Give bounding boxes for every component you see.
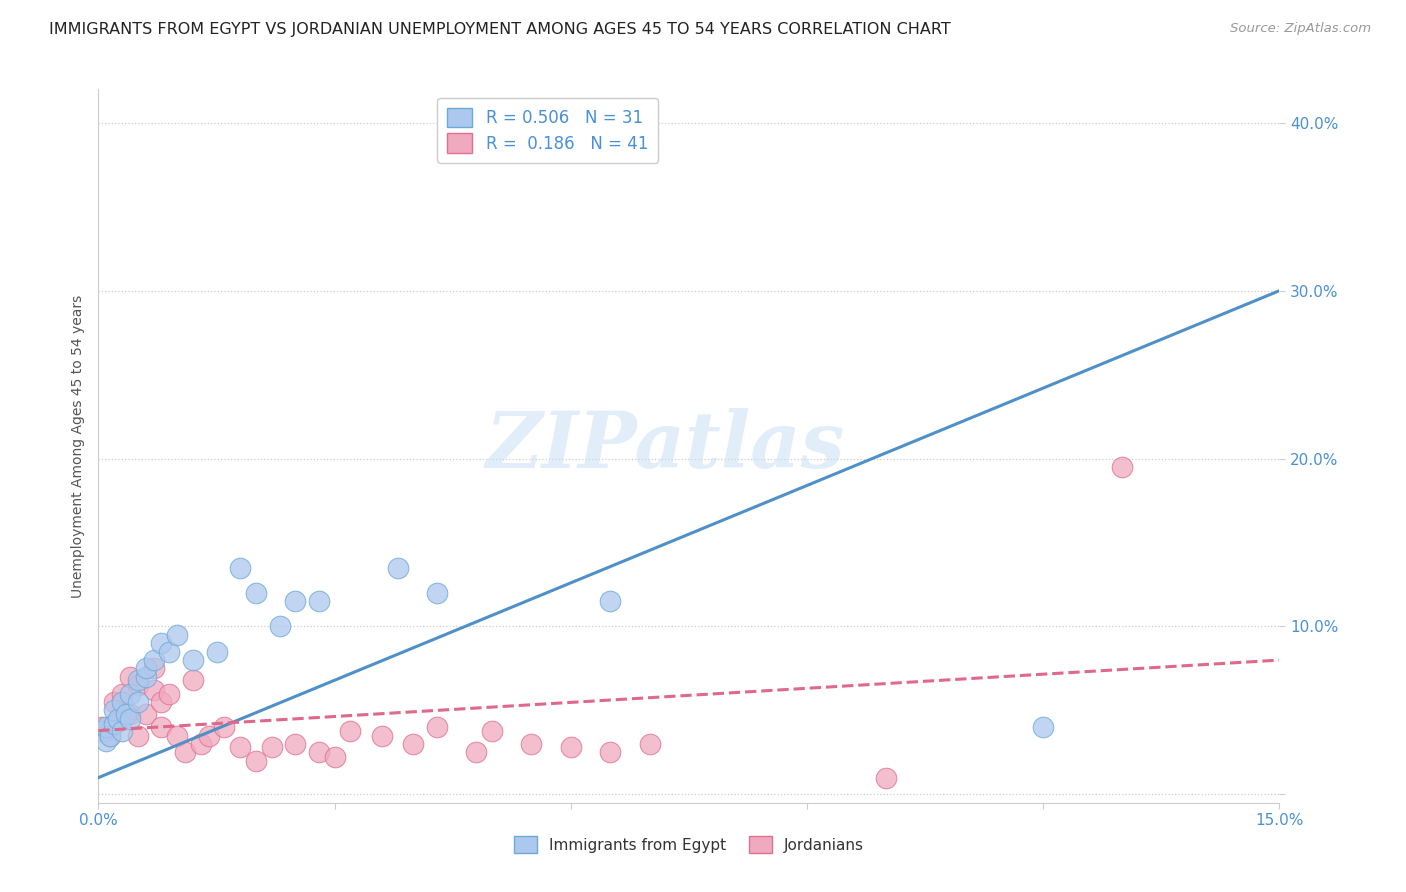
Point [599, 746, 621, 760]
Point [229, 740, 252, 755]
Point [111, 687, 134, 701]
Point [118, 712, 141, 726]
Point [214, 720, 236, 734]
Point [166, 729, 188, 743]
Point [150, 695, 173, 709]
Point [96, 720, 118, 734]
Point [118, 687, 141, 701]
Point [205, 645, 228, 659]
Point [197, 729, 219, 743]
Point [599, 594, 621, 608]
Point [103, 703, 125, 717]
Point [174, 746, 197, 760]
Point [181, 653, 204, 667]
Point [387, 560, 409, 574]
Point [166, 628, 188, 642]
Point [181, 673, 204, 688]
Point [111, 723, 134, 738]
Point [127, 678, 149, 692]
Text: Source: ZipAtlas.com: Source: ZipAtlas.com [1230, 22, 1371, 36]
Point [284, 737, 307, 751]
Point [245, 586, 267, 600]
Text: ZIPatlas: ZIPatlas [485, 408, 845, 484]
Point [91, 723, 114, 738]
Text: IMMIGRANTS FROM EGYPT VS JORDANIAN UNEMPLOYMENT AMONG AGES 45 TO 54 YEARS CORREL: IMMIGRANTS FROM EGYPT VS JORDANIAN UNEMP… [49, 22, 950, 37]
Y-axis label: Unemployment Among Ages 45 to 54 years: Unemployment Among Ages 45 to 54 years [70, 294, 84, 598]
Point [118, 706, 141, 721]
Point [150, 720, 173, 734]
Point [135, 670, 157, 684]
Point [308, 594, 330, 608]
Point [127, 673, 149, 688]
Point [1111, 460, 1133, 475]
Point [245, 754, 267, 768]
Point [135, 706, 157, 721]
Point [135, 661, 157, 675]
Point [229, 560, 252, 574]
Point [127, 729, 149, 743]
Point [142, 661, 165, 675]
Point [157, 645, 180, 659]
Point [111, 695, 134, 709]
Point [98, 729, 121, 743]
Point [520, 737, 543, 751]
Point [150, 636, 173, 650]
Point [103, 717, 125, 731]
Point [96, 723, 118, 738]
Point [426, 586, 449, 600]
Point [127, 695, 149, 709]
Point [269, 619, 291, 633]
Point [91, 720, 114, 734]
Point [875, 771, 897, 785]
Point [190, 737, 212, 751]
Point [107, 712, 129, 726]
Point [426, 720, 449, 734]
Point [481, 723, 503, 738]
Point [115, 706, 138, 721]
Point [638, 737, 661, 751]
Point [142, 683, 165, 698]
Legend: Immigrants from Egypt, Jordanians: Immigrants from Egypt, Jordanians [508, 830, 870, 859]
Point [142, 653, 165, 667]
Point [339, 723, 361, 738]
Point [465, 746, 488, 760]
Point [560, 740, 582, 755]
Point [118, 670, 141, 684]
Point [103, 695, 125, 709]
Point [402, 737, 425, 751]
Point [1032, 720, 1054, 734]
Point [96, 733, 118, 747]
Point [111, 712, 134, 726]
Point [371, 729, 394, 743]
Point [98, 729, 121, 743]
Point [284, 594, 307, 608]
Point [157, 687, 180, 701]
Point [260, 740, 283, 755]
Point [308, 746, 330, 760]
Point [323, 750, 346, 764]
Point [103, 717, 125, 731]
